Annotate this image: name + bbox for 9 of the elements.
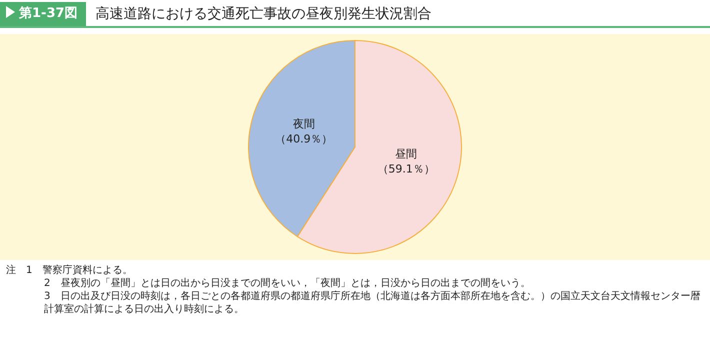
data-label: （40.9％） [275,132,333,146]
text: 2 昼夜別の「昼間」とは日の出から日没までの間をいい，「夜間」とは，日没から日の出までの間をいう。 [43,277,532,290]
slice-label: 夜間 [292,117,315,130]
chart-title: 高速道路における交通死亡事故の昼夜別発生状況割合 [94,5,432,23]
slice-label: 昼間 [395,147,418,160]
text: 第1-37図 [19,6,78,21]
text: 3 日の出及び日没の時刻は，各日ごとの各都道府県の都道府県庁所在地（北海道は各方面本部所在地を含む。）の国立天文台天文情報センター暦計算室の計算による日の出入り時刻による。 [43,290,702,316]
text: 注 1 警察庁資料による。 [6,264,134,277]
data-label: （59.1％） [377,162,435,176]
